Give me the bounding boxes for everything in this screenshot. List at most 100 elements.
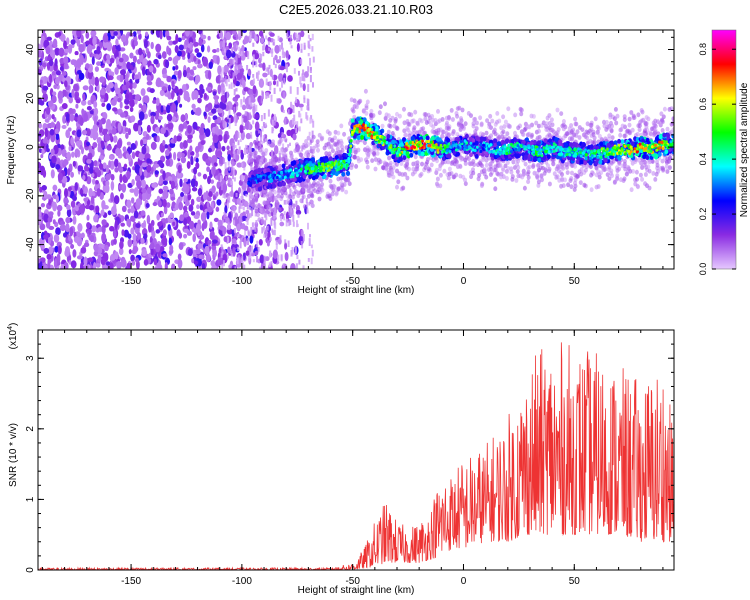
spectrogram-noise-cell — [234, 145, 237, 149]
spectrogram-noise-cell — [263, 43, 265, 51]
spectrogram-noise-cell — [267, 109, 270, 117]
spectrogram-noise-cell — [75, 103, 79, 109]
spectrogram-signal-cell — [551, 161, 556, 167]
spectrogram-signal-cell — [401, 185, 406, 191]
spectrogram-noise-cell — [143, 259, 149, 266]
spectrogram-noise-cell — [236, 257, 239, 265]
spectrogram-signal-cell — [622, 133, 627, 139]
spectrogram-signal-cell — [429, 162, 434, 168]
spectrogram-noise-cell — [180, 114, 186, 123]
spectrogram-signal-cell — [501, 114, 506, 120]
spectrogram-noise-cell — [312, 82, 314, 88]
spectrogram-noise-cell — [195, 107, 202, 116]
spectrogram-noise-cell — [177, 258, 183, 269]
spectrogram-noise-cell — [150, 219, 155, 227]
spectrogram-signal-cell — [397, 171, 402, 177]
spectrogram-noise-cell — [111, 205, 117, 216]
spectrogram-noise-cell — [166, 75, 172, 83]
spectrogram-signal-cell — [330, 148, 335, 154]
spectrogram-noise-cell — [245, 193, 248, 198]
spectrogram-noise-cell — [126, 262, 131, 269]
spectrogram-noise-cell — [296, 121, 299, 128]
spectrogram-noise-cell — [45, 46, 51, 55]
spectrogram-noise-cell — [139, 166, 143, 176]
spectrogram-noise-cell — [166, 113, 173, 122]
spectrogram-noise-cell — [279, 235, 282, 240]
spectrogram-noise-cell — [154, 170, 159, 175]
spectrogram-noise-cell — [238, 206, 241, 214]
spectrogram-signal-cell — [263, 158, 268, 163]
spectrogram-noise-cell — [40, 202, 46, 208]
spectrogram-noise-cell — [59, 66, 64, 72]
spectrogram-noise-cell — [72, 215, 77, 225]
spectrogram-noise-cell — [215, 206, 220, 212]
spectrogram-signal-cell — [615, 113, 620, 119]
spectrogram-signal-cell — [283, 147, 288, 153]
spectrogram-signal-cell — [608, 114, 613, 120]
spectrogram-noise-cell — [38, 186, 43, 193]
spectrogram-signal-cell — [434, 167, 439, 173]
spectrogram-noise-cell — [121, 183, 127, 193]
spectrogram-noise-cell — [231, 161, 234, 166]
spectrogram-noise-cell — [197, 97, 202, 104]
spectrogram-noise-cell — [127, 208, 131, 214]
spectrogram-noise-cell — [53, 258, 58, 269]
spectrogram-signal-cell — [596, 184, 601, 189]
spectrogram-noise-cell — [178, 123, 185, 132]
spectrogram-noise-cell — [42, 138, 48, 144]
spectrogram-signal-cell — [627, 122, 632, 128]
spectrogram-noise-cell — [127, 233, 132, 239]
spectrogram-signal-cell — [382, 160, 387, 166]
spectrogram-noise-cell — [88, 235, 95, 241]
spectrogram-noise-cell — [283, 216, 286, 221]
spectrogram-noise-cell — [240, 203, 243, 209]
spectrogram-noise-cell — [115, 147, 121, 156]
spectrogram-noise-cell — [108, 68, 112, 76]
spectrogram-noise-cell — [267, 93, 270, 98]
spectrogram-noise-cell — [61, 71, 67, 76]
spectrogram-noise-cell — [188, 75, 195, 81]
spectrogram-noise-cell — [120, 258, 127, 268]
spectrogram-signal-cell — [527, 124, 532, 130]
spectrogram-noise-cell — [76, 129, 82, 138]
spectrogram-noise-cell — [236, 45, 239, 49]
spectrogram-signal-cell — [548, 127, 553, 133]
spectrogram-noise-cell — [298, 126, 301, 132]
spectrogram-noise-cell — [185, 30, 190, 37]
spectrogram-noise-cell — [272, 230, 274, 235]
spectrogram-signal-cell — [540, 165, 545, 171]
spectrogram-noise-cell — [75, 205, 79, 212]
spectrogram-signal-cell — [292, 191, 297, 197]
spectrogram-noise-cell — [217, 134, 223, 142]
spectrogram-noise-cell — [237, 246, 240, 252]
spectrogram-noise-cell — [150, 41, 154, 50]
spectrogram-signal-cell — [575, 174, 580, 180]
spectrogram-noise-cell — [222, 182, 228, 193]
spectrogram-noise-cell — [155, 243, 161, 253]
spectrogram-noise-cell — [57, 245, 62, 255]
spectrogram-signal-cell — [492, 127, 497, 133]
spectrogram-noise-cell — [138, 47, 143, 56]
spectrogram-noise-cell — [225, 176, 228, 181]
spectrogram-signal-cell — [526, 165, 531, 171]
spectrogram-noise-cell — [274, 114, 276, 121]
spectrogram-signal-cell — [499, 125, 504, 131]
spectrogram-signal-cell — [506, 106, 511, 112]
spectrogram-noise-cell — [130, 197, 135, 204]
spectrogram-noise-cell — [179, 178, 183, 188]
spectrogram-noise-cell — [307, 34, 310, 39]
spectrogram-signal-cell — [258, 203, 263, 209]
spectrogram-noise-cell — [151, 230, 156, 239]
spectrogram-signal-cell — [365, 159, 370, 165]
spectrogram-noise-cell — [157, 54, 162, 60]
spectrogram-signal-cell — [665, 126, 670, 132]
spectrogram-noise-cell — [86, 105, 92, 111]
spectrogram-noise-cell — [150, 115, 155, 125]
spectrogram-signal-cell — [301, 194, 306, 200]
spectrogram-noise-cell — [214, 98, 219, 105]
spectrogram-signal-cell — [501, 129, 506, 135]
spectrogram-noise-cell — [63, 187, 69, 198]
spectrogram-noise-cell — [70, 244, 75, 249]
spectrogram-noise-cell — [79, 117, 84, 126]
spectrogram-signal-cell — [482, 171, 487, 177]
